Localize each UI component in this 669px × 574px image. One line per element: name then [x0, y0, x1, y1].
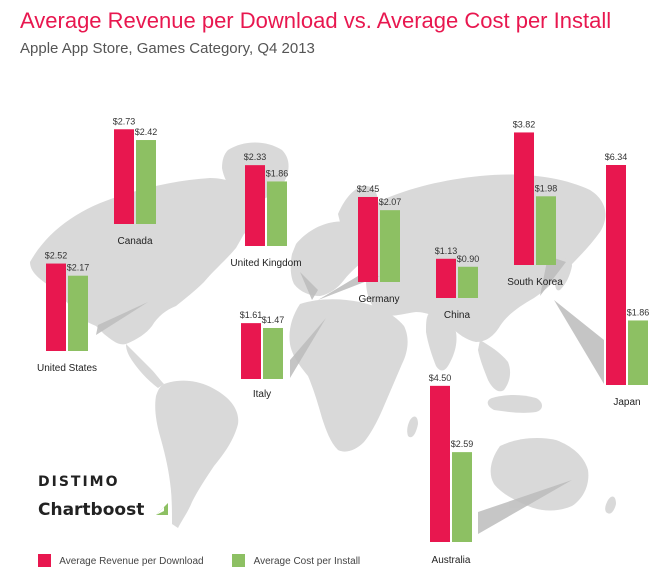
country-label-japan: Japan [613, 397, 640, 408]
callout-wedges [96, 256, 604, 534]
country-label-china: China [444, 310, 471, 321]
country-label-canada: Canada [117, 236, 152, 247]
chartboost-wordmark: Chartboost [38, 500, 145, 520]
bar-revenue-united-states [46, 263, 66, 351]
chartboost-arrow-icon [156, 503, 169, 515]
southeast-asia-shape [478, 340, 511, 392]
data-label-cost-united-kingdom: $1.86 [266, 168, 289, 178]
central-america-shape [126, 344, 164, 388]
bar-cost-germany [380, 210, 400, 282]
bar-cost-south-korea [536, 196, 556, 265]
chart-subtitle: Apple App Store, Games Category, Q4 2013 [20, 40, 315, 57]
data-label-revenue-united-kingdom: $2.33 [244, 152, 267, 162]
data-label-cost-germany: $2.07 [379, 197, 402, 207]
data-label-revenue-canada: $2.73 [113, 116, 136, 126]
uk-shape [300, 243, 315, 263]
chartboost-logo: Chartboost [38, 500, 170, 520]
bar-revenue-united-kingdom [245, 165, 265, 246]
europe-shape [290, 221, 372, 296]
data-label-cost-canada: $2.42 [135, 127, 158, 137]
country-label-united-kingdom: United Kingdom [230, 258, 301, 269]
chart-title: Average Revenue per Download vs. Average… [20, 8, 612, 33]
callout-wedge-united-states [96, 302, 148, 335]
callout-wedge-japan [554, 300, 604, 384]
country-label-united-states: United States [37, 363, 97, 374]
legend-swatch-revenue [38, 554, 51, 567]
callout-wedge-australia [478, 480, 572, 534]
callout-wedge-united-kingdom [300, 272, 318, 300]
bar-cost-canada [136, 140, 156, 224]
indonesia-shape [487, 395, 542, 413]
bar-revenue-china [436, 258, 456, 298]
bar-revenue-south-korea [514, 132, 534, 265]
legend-swatch-cost [232, 554, 246, 567]
africa-shape [289, 299, 408, 452]
data-label-revenue-china: $1.13 [435, 246, 458, 256]
bar-cost-united-states [68, 275, 88, 351]
madagascar-shape [407, 416, 418, 438]
bar-cost-japan [628, 320, 648, 385]
country-label-australia: Australia [432, 555, 471, 566]
country-label-germany: Germany [358, 294, 399, 305]
data-label-cost-south-korea: $1.98 [535, 183, 558, 193]
data-label-revenue-italy: $1.61 [240, 310, 263, 320]
legend-item-cost: Average Cost per Install [232, 554, 360, 567]
data-label-revenue-south-korea: $3.82 [513, 119, 536, 129]
chart-legend: Average Revenue per Download Average Cos… [38, 554, 386, 570]
legend-label-cost: Average Cost per Install [253, 556, 361, 567]
data-label-cost-japan: $1.86 [627, 307, 650, 317]
bar-revenue-japan [606, 165, 626, 385]
bar-revenue-australia [430, 385, 450, 542]
bar-cost-united-kingdom [267, 181, 287, 246]
data-label-cost-china: $0.90 [457, 254, 480, 264]
chart-bars: $2.52 $2.17 United States $2.73$2.42 Canada $… [37, 116, 649, 566]
australia-shape [490, 438, 589, 511]
data-label-cost-italy: $1.47 [262, 315, 285, 325]
legend-label-revenue: Average Revenue per Download [59, 556, 204, 567]
bar-revenue-italy [241, 323, 261, 379]
south-america-shape [155, 380, 239, 528]
callout-wedge-south-korea [540, 256, 566, 296]
new-zealand-shape [605, 496, 616, 514]
country-label-south-korea: South Korea [507, 277, 563, 288]
distimo-logo: DISTIMO [38, 474, 120, 490]
bar-cost-china [458, 266, 478, 298]
data-label-revenue-australia: $4.50 [429, 373, 452, 383]
data-label-revenue-germany: $2.45 [357, 184, 380, 194]
data-label-revenue-japan: $6.34 [605, 152, 628, 162]
bar-cost-italy [263, 327, 283, 379]
data-label-revenue-united-states: $2.52 [45, 251, 68, 261]
bar-revenue-germany [358, 196, 378, 282]
legend-item-revenue: Average Revenue per Download [38, 554, 204, 567]
callout-wedge-italy [290, 318, 326, 378]
data-label-cost-australia: $2.59 [451, 439, 474, 449]
bar-cost-australia [452, 452, 472, 542]
india-shape [426, 312, 457, 371]
country-label-italy: Italy [253, 389, 271, 400]
data-label-cost-united-states: $2.17 [67, 263, 90, 273]
bar-revenue-canada [114, 129, 134, 224]
